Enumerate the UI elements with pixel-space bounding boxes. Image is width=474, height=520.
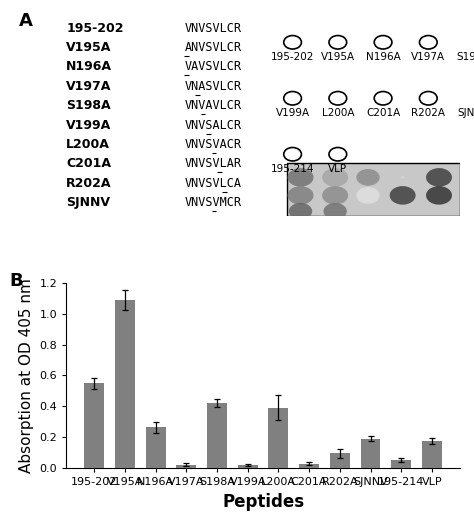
Bar: [207, 403, 227, 468]
Ellipse shape: [289, 203, 312, 219]
Text: V195A: V195A: [321, 51, 355, 62]
FancyBboxPatch shape: [287, 163, 460, 215]
Ellipse shape: [426, 186, 452, 205]
Text: VNVSVLCR: VNVSVLCR: [184, 22, 241, 35]
Bar: [84, 383, 104, 468]
Text: R202A: R202A: [411, 108, 445, 118]
Bar: [238, 465, 258, 468]
Text: V199A: V199A: [66, 119, 111, 132]
Ellipse shape: [322, 168, 348, 187]
Bar: [361, 439, 381, 468]
Text: A: A: [19, 11, 33, 30]
Text: S198A: S198A: [66, 99, 111, 112]
Bar: [391, 460, 411, 468]
Text: VNASVLCR: VNASVLCR: [184, 80, 241, 93]
Text: 195-202: 195-202: [66, 22, 124, 35]
Bar: [115, 300, 135, 468]
Text: C201A: C201A: [366, 108, 400, 118]
Ellipse shape: [323, 203, 347, 219]
Text: SJNNV: SJNNV: [66, 196, 110, 209]
Text: VNVSVLCA: VNVSVLCA: [184, 177, 241, 190]
Text: N196A: N196A: [365, 51, 401, 62]
Text: N196A: N196A: [66, 60, 112, 73]
Text: VNVSVLAR: VNVSVLAR: [184, 158, 241, 171]
Text: L200A: L200A: [321, 108, 354, 118]
Bar: [176, 464, 196, 468]
Text: VAVSVLCR: VAVSVLCR: [184, 60, 241, 73]
Text: V197A: V197A: [411, 51, 446, 62]
Text: R202A: R202A: [66, 177, 112, 190]
Text: B: B: [9, 272, 23, 290]
Text: S198A: S198A: [457, 51, 474, 62]
Text: VNVAVLCR: VNVAVLCR: [184, 99, 241, 112]
Bar: [330, 453, 350, 468]
Ellipse shape: [322, 186, 348, 205]
Ellipse shape: [356, 169, 380, 186]
Ellipse shape: [390, 186, 416, 205]
Ellipse shape: [401, 176, 404, 178]
Text: V195A: V195A: [66, 41, 112, 54]
X-axis label: Peptides: Peptides: [222, 492, 304, 511]
Bar: [422, 441, 442, 468]
Bar: [299, 464, 319, 468]
Y-axis label: Absorption at OD 405 nm: Absorption at OD 405 nm: [19, 278, 34, 473]
Text: ANVSVLCR: ANVSVLCR: [184, 41, 241, 54]
Text: 195-202: 195-202: [271, 51, 314, 62]
Text: L200A: L200A: [66, 138, 110, 151]
Text: SJNNV: SJNNV: [457, 108, 474, 118]
Text: VNVSVMCR: VNVSVMCR: [184, 196, 241, 209]
Ellipse shape: [356, 187, 380, 204]
Text: VNVSVACR: VNVSVACR: [184, 138, 241, 151]
Text: 195-214: 195-214: [271, 164, 314, 174]
Text: V197A: V197A: [66, 80, 112, 93]
Ellipse shape: [426, 168, 452, 187]
Text: V199A: V199A: [275, 108, 310, 118]
Bar: [268, 408, 288, 468]
Ellipse shape: [288, 168, 313, 187]
Bar: [146, 427, 165, 468]
Text: C201A: C201A: [66, 158, 111, 171]
Text: VLP: VLP: [328, 164, 347, 174]
Text: VNVSALCR: VNVSALCR: [184, 119, 241, 132]
Ellipse shape: [288, 186, 313, 205]
